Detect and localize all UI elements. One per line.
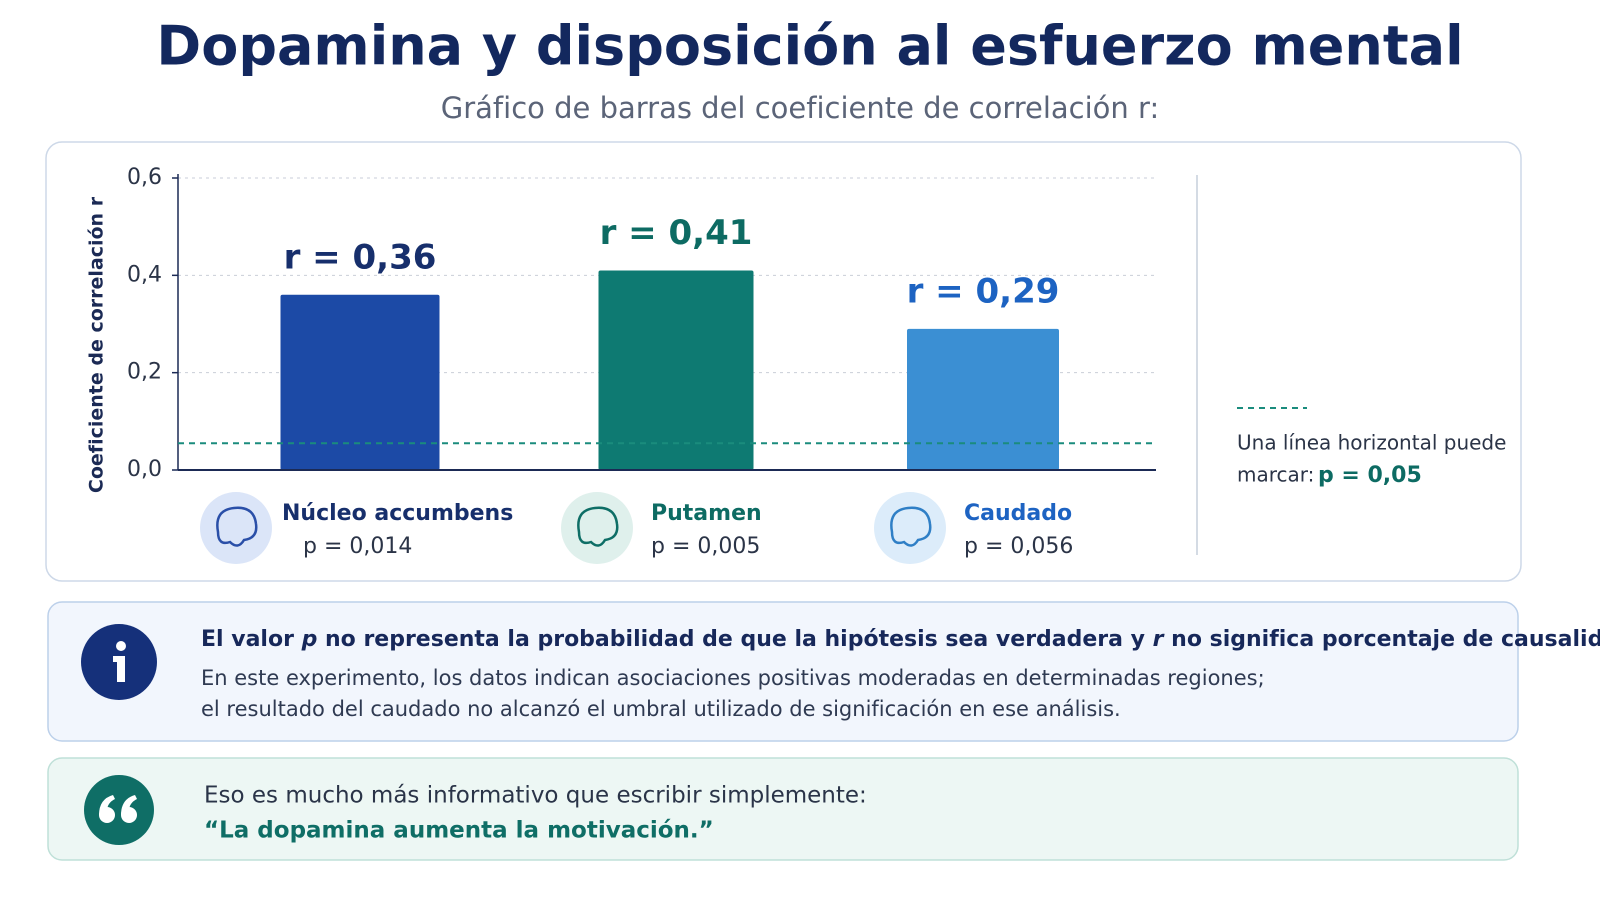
quote-icon-mark	[121, 795, 137, 815]
info-heading-part: no significa porcentaje de causalidad.	[1164, 627, 1600, 652]
category-label: Núcleo accumbens	[282, 501, 513, 526]
title: Dopamina y disposición al esfuerzo menta…	[156, 15, 1463, 78]
y-tick-label: 0,4	[127, 262, 162, 287]
y-tick-label: 0,2	[127, 360, 162, 385]
reference-note: marcar:	[1237, 463, 1314, 487]
reference-note: Una línea horizontal puede	[1237, 431, 1506, 455]
quote-icon-mark	[99, 795, 115, 815]
value-label: r = 0,36	[284, 237, 437, 277]
value-label: r = 0,29	[907, 271, 1060, 311]
category-label: Caudado	[964, 501, 1072, 526]
chart-card	[45, 141, 1522, 582]
quote-text: “La dopamina aumenta la motivación.”	[204, 818, 714, 844]
p-value-label: p = 0,056	[964, 534, 1073, 559]
info-icon-stem	[113, 656, 125, 682]
reference-note-highlight: p = 0,05	[1318, 463, 1422, 488]
y-tick-label: 0,0	[127, 457, 162, 482]
bar	[598, 270, 754, 470]
y-tick-label: 0,6	[127, 165, 162, 190]
info-icon-dot	[116, 641, 126, 651]
bar	[907, 328, 1059, 470]
p-value-label: p = 0,005	[651, 534, 760, 559]
info-heading-part: El valor	[201, 627, 302, 652]
region-icon-brain	[890, 506, 932, 547]
quote-lead: Eso es mucho más informativo que escribi…	[204, 783, 867, 809]
info-icon	[81, 624, 157, 700]
value-label: r = 0,41	[600, 213, 753, 253]
region-icon-brain	[577, 506, 619, 547]
subtitle: Gráfico de barras del coeficiente de cor…	[441, 91, 1159, 125]
region-icon	[874, 492, 946, 564]
quote-icon-circle	[84, 775, 154, 845]
bar	[280, 294, 440, 470]
y-axis-title: Coeficiente de correlación r	[86, 196, 108, 493]
info-heading-part: no representa la probabilidad de que la …	[317, 627, 1152, 652]
info-body: el resultado del caudado no alcanzó el u…	[201, 697, 1121, 721]
region-icon-brain	[216, 506, 258, 547]
info-heading: El valor p no representa la probabilidad…	[201, 627, 1600, 652]
category-label: Putamen	[651, 501, 762, 526]
info-heading-part: p	[301, 627, 318, 652]
region-icon	[561, 492, 633, 564]
info-body: En este experimento, los datos indican a…	[201, 666, 1265, 690]
info-box	[47, 601, 1519, 742]
quote-icon	[84, 775, 154, 845]
p-value-label: p = 0,014	[303, 534, 412, 559]
info-heading-part: r	[1153, 627, 1165, 652]
quote-box	[47, 757, 1519, 861]
bar-chart: Coeficiente de correlación r 0,0 0,2 0,4 0,6…	[86, 165, 1506, 564]
region-icon	[200, 492, 272, 564]
